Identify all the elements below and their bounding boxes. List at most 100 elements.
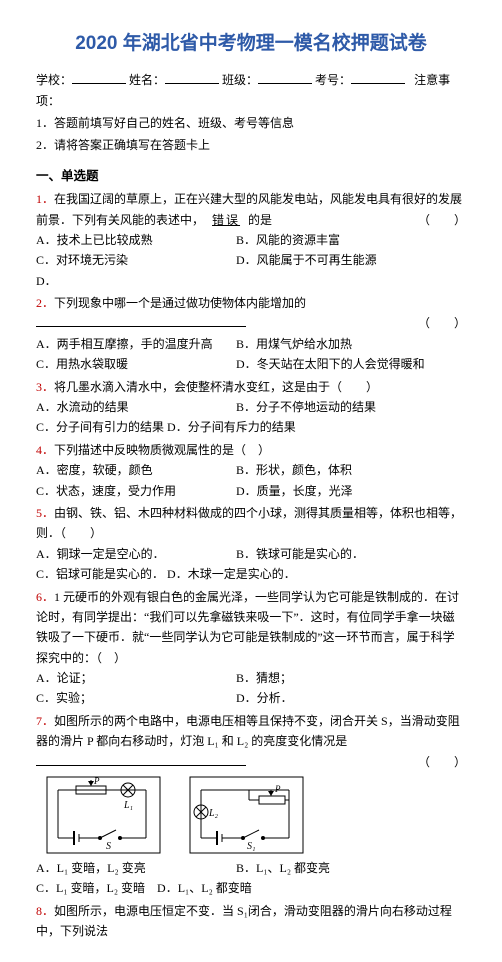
q5-opt-cd: C．铝球可能是实心的． D．木球一定是实心的． <box>36 564 466 584</box>
q5-a-text: 铜球一定是空心的． <box>57 547 165 561</box>
q5-c-text: 铝球可能是实心的． <box>56 567 164 581</box>
q4-opt-d: D．质量，长度，光泽 <box>236 481 436 501</box>
q6-opt-a: A．论证； <box>36 668 236 688</box>
question-7: 7．如图所示的两个电路中，电源电压相等且保持不变，闭合开关 S，当滑动变阻器的滑… <box>36 711 466 772</box>
examno-blank <box>351 71 405 84</box>
lamp-l1-label: L₁ <box>123 800 133 811</box>
q3-d-text: 分子间有斥力的结果 <box>188 420 296 434</box>
q4-d-text: 质量，长度，光泽 <box>257 484 353 498</box>
question-6: 6．1 元硬币的外观有银白色的金属光泽，一些同学认为它可能是铁制成的．在讨论时，… <box>36 587 466 669</box>
q6-d-text: 分析． <box>257 691 293 705</box>
q4-options: A．密度，软硬，颜色 B．形状，颜色，体积 C．状态，速度，受力作用 D．质量，… <box>36 460 466 501</box>
question-1: 1．在我国辽阔的草原上，正在兴建大型的风能发电站，风能发电具有很好的发展前景．下… <box>36 189 466 230</box>
q1-paren: （ ） <box>418 210 466 230</box>
q7-opt-cd: C．L₁ 变暗，L₂ 变暗 D．L₁、L₂ 都变暗 <box>36 878 466 898</box>
q7-a-text: L₁ 变暗，L₂ 变亮 <box>57 861 146 875</box>
circuit-2-svg: L₂ P S₁ <box>189 776 304 854</box>
q3-num: 3． <box>36 380 54 394</box>
q3-opt-b: B．分子不停地运动的结果 <box>236 397 436 417</box>
q6-a-text: 论证； <box>57 671 93 685</box>
q1-c-text: 对环境无污染 <box>56 253 128 267</box>
info-line: 学校： 姓名： 班级： 考号： 注意事项： <box>36 70 466 111</box>
q4-num: 4． <box>36 443 54 457</box>
school-blank <box>72 71 126 84</box>
q5-num: 5． <box>36 506 54 520</box>
q5-opt-b: B．铁球可能是实心的． <box>236 544 436 564</box>
class-blank <box>258 71 312 84</box>
question-5: 5．由钢、铁、铝、木四种材料做成的四个小球，测得其质量相等，体积也相等，则．（ … <box>36 503 466 544</box>
q3-options: A．水流动的结果 B．分子不停地运动的结果 <box>36 397 466 417</box>
q4-c-text: 状态，速度，受力作用 <box>56 484 176 498</box>
q6-opt-b: B．猜想； <box>236 668 436 688</box>
question-3: 3．将几墨水滴入清水中，会使整杯清水变红，这是由于（ ） <box>36 377 466 397</box>
examno-label: 考号： <box>315 73 351 87</box>
q7-c-text: L₁ 变暗，L₂ 变暗 <box>56 881 145 895</box>
q8-stem: 如图所示，电源电压恒定不变．当 S₁闭合，滑动变阻器的滑片向右移动过程中，下列说… <box>36 904 452 938</box>
question-4: 4．下列描述中反映物质微观属性的是（ ） <box>36 440 466 460</box>
q1-opt-c: C．对环境无污染 <box>36 250 236 270</box>
slider-p-label: P <box>93 776 100 786</box>
q7-num: 7． <box>36 714 54 728</box>
note1-text: 答题前填写好自己的姓名、班级、考号等信息 <box>54 116 294 130</box>
name-label: 姓名： <box>129 73 165 87</box>
q3-stem: 将几墨水滴入清水中，会使整杯清水变红，这是由于（ ） <box>54 380 378 394</box>
q1-options: A．技术上已比较成熟 B．风能的资源丰富 <box>36 230 466 250</box>
q7-b-text: L₁、L₂ 都变亮 <box>256 861 330 875</box>
q4-opt-c: C．状态，速度，受力作用 <box>36 481 236 501</box>
q7-blank <box>36 755 246 766</box>
q4-b-text: 形状，颜色，体积 <box>256 463 352 477</box>
q2-num: 2． <box>36 296 54 310</box>
note2-text: 请将答案正确填写在答题卡上 <box>54 138 210 152</box>
q7-options: A．L₁ 变暗，L₂ 变亮 B．L₁、L₂ 都变亮 <box>36 858 466 878</box>
q2-stem: 下列现象中哪一个是通过做功使物体内能增加的 <box>54 296 306 310</box>
q3-b-text: 分子不停地运动的结果 <box>256 400 376 414</box>
q4-opt-a: A．密度，软硬，颜色 <box>36 460 236 480</box>
q5-opt-a: A．铜球一定是空心的． <box>36 544 236 564</box>
q1-d-text: 风能属于不可再生能源 <box>257 253 377 267</box>
section-1-head: 一、单选题 <box>36 166 466 187</box>
q2-b-text: 用煤气炉给水加热 <box>256 337 352 351</box>
q6-opt-d: D．分析． <box>236 688 436 708</box>
school-label: 学校： <box>36 73 72 87</box>
question-8: 8．如图所示，电源电压恒定不变．当 S₁闭合，滑动变阻器的滑片向右移动过程中，下… <box>36 901 466 942</box>
circuit-diagrams: S P L₁ L₂ <box>46 776 466 854</box>
q3-c-text: 分子间有引力的结果 <box>56 420 164 434</box>
q1-stem-b: 的是 <box>248 213 272 227</box>
note-2: 2．请将答案正确填写在答题卡上 <box>36 135 466 155</box>
switch-s-label: S <box>106 841 111 852</box>
q5-options: A．铜球一定是空心的． B．铁球可能是实心的． <box>36 544 466 564</box>
q1-d-line: D． <box>36 271 466 291</box>
q4-opt-b: B．形状，颜色，体积 <box>236 460 436 480</box>
q2-opt-d: D．冬天站在太阳下的人会觉得暖和 <box>236 354 436 374</box>
q1-options-2: C．对环境无污染 D．风能属于不可再生能源 <box>36 250 466 270</box>
q3-opt-cd: C．分子间有引力的结果 D．分子间有斥力的结果 <box>36 417 466 437</box>
slider-p2-label: P <box>274 784 281 794</box>
q2-options: A．两手相互摩擦，手的温度升高 B．用煤气炉给水加热 C．用热水袋取暖 D．冬天… <box>36 334 466 375</box>
q1-opt-b: B．风能的资源丰富 <box>236 230 436 250</box>
q7-stem: 如图所示的两个电路中，电源电压相等且保持不变，闭合开关 S，当滑动变阻器的滑片 … <box>36 714 460 748</box>
q6-stem: 1 元硬币的外观有银白色的金属光泽，一些同学认为它可能是铁制成的．在讨论时，有同… <box>36 590 459 665</box>
q2-blank <box>36 316 246 327</box>
exam-title: 2020 年湖北省中考物理一模名校押题试卷 <box>36 28 466 60</box>
q2-paren: （ ） <box>418 313 466 333</box>
q1-error-label: 错误 <box>204 210 248 230</box>
q7-paren: （ ） <box>418 752 466 772</box>
q6-b-text: 猜想； <box>256 671 292 685</box>
q2-opt-c: C．用热水袋取暖 <box>36 354 236 374</box>
q6-opt-c: C．实验； <box>36 688 236 708</box>
q5-d-text: 木球一定是实心的． <box>188 567 296 581</box>
q2-opt-b: B．用煤气炉给水加热 <box>236 334 436 354</box>
circuit-1-svg: S P L₁ <box>46 776 161 854</box>
q2-a-text: 两手相互摩擦，手的温度升高 <box>57 337 213 351</box>
q4-a-text: 密度，软硬，颜色 <box>57 463 153 477</box>
q4-stem: 下列描述中反映物质微观属性的是（ ） <box>54 443 270 457</box>
q2-c-text: 用热水袋取暖 <box>56 357 128 371</box>
q7-opt-b: B．L₁、L₂ 都变亮 <box>236 858 436 878</box>
q6-num: 6． <box>36 590 54 604</box>
switch-s1-label: S₁ <box>247 841 255 852</box>
q7-opt-a: A．L₁ 变暗，L₂ 变亮 <box>36 858 236 878</box>
q7-d-text: L₁、L₂ 都变暗 <box>178 881 252 895</box>
class-label: 班级： <box>222 73 258 87</box>
exam-page: 2020 年湖北省中考物理一模名校押题试卷 学校： 姓名： 班级： 考号： 注意… <box>0 0 502 962</box>
name-blank <box>165 71 219 84</box>
